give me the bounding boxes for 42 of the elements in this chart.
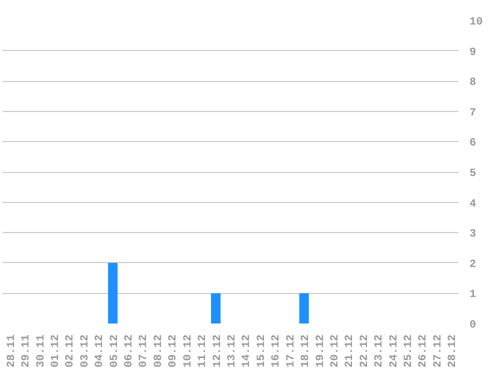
- x-tick-label: 05.12: [108, 334, 121, 368]
- x-tick-label: 29.11: [20, 334, 33, 368]
- x-tick-label: 28.12: [447, 334, 460, 368]
- x-tick-label: 27.12: [432, 334, 444, 368]
- x-tick-label: 07.12: [138, 334, 150, 368]
- x-tick-label: 11.12: [197, 334, 210, 368]
- y-tick-label: 7: [470, 107, 476, 120]
- x-tick-label: 04.12: [94, 334, 106, 368]
- x-tick-label: 14.12: [241, 334, 254, 368]
- y-tick-label: 0: [470, 320, 476, 332]
- x-tick-label: 16.12: [270, 334, 283, 368]
- x-tick-label: 02.12: [64, 334, 77, 368]
- y-tick-label: 10: [470, 16, 483, 28]
- y-tick-label: 5: [470, 168, 476, 180]
- x-tick-label: 23.12: [374, 334, 386, 368]
- x-tick-label: 26.12: [418, 334, 430, 368]
- y-tick-label: 9: [470, 46, 476, 59]
- y-tick-label: 6: [470, 138, 476, 150]
- x-tick-label: 25.12: [403, 334, 416, 368]
- y-tick-label: 3: [470, 228, 476, 241]
- x-tick-label: 13.12: [226, 334, 238, 368]
- x-tick-label: 19.12: [314, 334, 327, 368]
- x-tick-label: 03.12: [79, 334, 92, 368]
- x-tick-label: 18.12: [300, 334, 312, 368]
- x-tick-label: 15.12: [256, 334, 268, 368]
- x-tick-label: 21.12: [344, 334, 356, 368]
- x-tick-label: 22.12: [358, 334, 371, 368]
- x-tick-label: 10.12: [182, 334, 194, 368]
- y-tick-label: 4: [470, 198, 476, 210]
- x-tick-label: 30.11: [35, 334, 48, 368]
- x-tick-label: 12.12: [212, 334, 224, 368]
- x-tick-label: 06.12: [124, 334, 136, 368]
- x-tick-label: 20.12: [329, 334, 342, 368]
- y-tick-label: 2: [470, 258, 476, 271]
- y-tick-label: 1: [470, 289, 476, 302]
- x-tick-label: 08.12: [152, 334, 165, 368]
- x-tick-label: 17.12: [285, 334, 298, 368]
- x-tick-label: 09.12: [168, 334, 180, 368]
- x-tick-label: 01.12: [50, 334, 62, 368]
- x-tick-label: 28.11: [6, 334, 18, 368]
- y-tick-label: 8: [470, 77, 476, 90]
- x-tick-label: 24.12: [388, 334, 400, 368]
